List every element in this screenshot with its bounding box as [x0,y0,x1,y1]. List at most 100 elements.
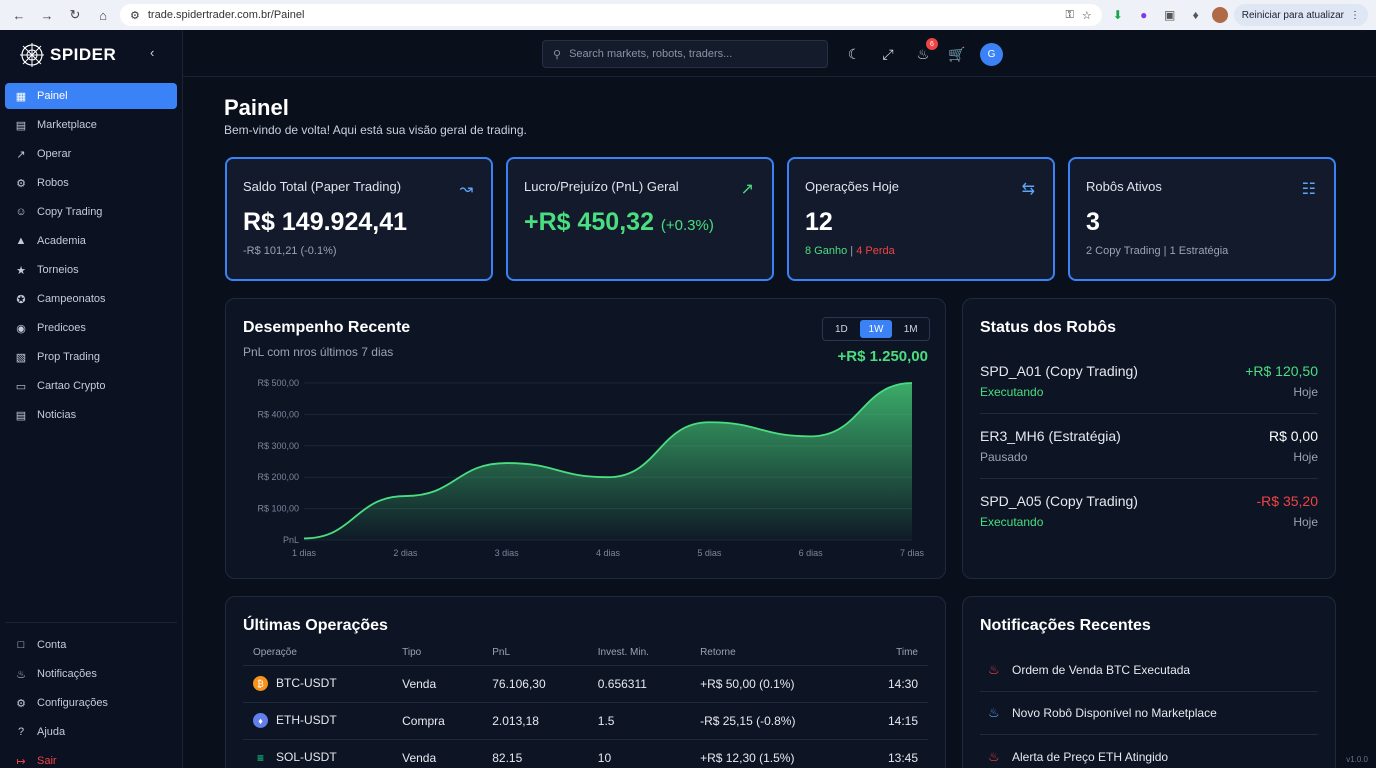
extension-icon[interactable]: ● [1140,8,1148,22]
trophy-icon: ★ [16,264,26,277]
table-row[interactable]: ₿ BTC-USDT Venda 76.106,30 0.656311 +R$ 5… [243,665,928,703]
sidebar-item-noticias[interactable]: ▤ Noticias [5,402,177,428]
robot-state: Executando [980,515,1044,529]
cart-icon[interactable]: 🛒 [948,45,966,62]
btc-icon: ₿ [253,676,268,692]
sidebar-item-label: Academia [37,235,86,247]
collapse-sidebar-icon[interactable]: ‹ [150,45,155,60]
pnl-area-chart: PnL R$ 100,00 R$ 200,00 R$ 300,00 R$ 400,00 R… [257,378,924,558]
robot-amount: R$ 0,00 [1268,428,1318,444]
y-tick-label: PnL [283,535,299,545]
download-icon[interactable]: ⬇ [1112,8,1123,22]
bookmark-star-icon[interactable]: ☆ [1081,9,1092,22]
col-retorno[interactable]: Retorne [690,641,856,666]
pair-cell: ♦ ETH-USDT [243,702,393,740]
sidebar-item-ajuda[interactable]: ? Ajuda [5,719,177,745]
puzzle-icon[interactable]: ♦ [1192,8,1199,22]
password-key-icon[interactable]: ⚿ [1065,8,1074,21]
profile-avatar[interactable] [1211,7,1228,23]
fullscreen-icon[interactable]: ⤢ [882,45,894,62]
search-box[interactable]: ⚲ [542,40,828,68]
pnl-data-point [911,382,914,385]
col-tipo[interactable]: Tipo [392,641,483,666]
pnl-cell: 82.15 [482,739,588,768]
browser-toolbar: ← → ↻ ⌂ ⚙ trade.spidertrader.com.br/Pain… [0,0,1376,30]
update-button[interactable]: Reiniciar para atualizar ⋮ [1233,4,1368,26]
robot-state: Executando [980,385,1044,399]
medal-icon: ✪ [16,293,26,306]
site-info-icon[interactable]: ⚙ [130,9,140,22]
return-cell: -R$ 25,15 (-0.8%) [690,702,856,740]
return-cell: +R$ 12,30 (1.5%) [690,739,856,768]
sidebar-item-marketplace[interactable]: ▤ Marketplace [5,112,177,138]
col-pnl[interactable]: PnL [482,641,588,666]
notification-item[interactable]: ♨ Ordem de Venda BTC Executada [980,649,1318,692]
reload-icon[interactable]: ↻ [69,7,81,22]
tab-1m[interactable]: 1M [903,323,918,335]
search-input[interactable] [569,48,810,60]
col-operacao[interactable]: Operaçõe [243,641,393,666]
sidebar-item-copy-trading[interactable]: ☺ Copy Trading [5,199,177,225]
sidebar-item-label: Robos [37,177,69,189]
separator: | [1163,245,1167,257]
dark-mode-icon[interactable]: ☾ [847,45,861,62]
tab-1w[interactable]: 1W [859,320,893,338]
table-header-row: Operaçõe Tipo PnL Invest. Min. Retorne T… [243,641,928,666]
notification-text: Alerta de Preço ETH Atingido [1012,749,1169,764]
robot-row[interactable]: SPD_A01 (Copy Trading) Executando +R$ 12… [980,363,1318,426]
divider [980,413,1318,414]
notifications-panel: Notificações Recentes ♨ Ordem de Venda B… [962,596,1336,768]
address-bar[interactable]: ⚙ trade.spidertrader.com.br/Painel ⚿ ☆ [120,4,1102,26]
sidebar-item-notificacoes[interactable]: ♨ Notificações [5,661,177,687]
notification-item[interactable]: ♨ Alerta de Preço ETH Atingido [980,735,1318,768]
sidebar-item-campeonatos[interactable]: ✪ Campeonatos [5,286,177,312]
sidebar-item-prop-trading[interactable]: ▧ Prop Trading [5,344,177,370]
robot-status-panel: Status dos Robôs SPD_A01 (Copy Trading) … [962,298,1336,579]
notification-item[interactable]: ♨ Novo Robô Disponível no Marketplace [980,692,1318,735]
sidebar-item-predicoes[interactable]: ◉ Predicoes [5,315,177,341]
sidebar-item-academia[interactable]: ▲ Academia [5,228,177,254]
type-cell: Venda [392,665,483,703]
sidebar-item-sair[interactable]: ↦ Sair [5,748,177,768]
robot-amount: -R$ 35,20 [1256,493,1318,509]
performance-title: Desempenho Recente [243,319,411,336]
sidebar-item-label: Configurações [37,697,108,709]
news-icon: ▤ [15,409,27,422]
sidebar-item-painel[interactable]: ▦ Painel [5,83,177,109]
home-icon[interactable]: ⌂ [99,7,107,23]
pair-label: ETH-USDT [276,712,337,727]
tab-1d[interactable]: 1D [834,323,848,335]
sidebar-item-robos[interactable]: ⚙ Robos [5,170,177,196]
table-row[interactable]: ♦ ETH-USDT Compra 2.013,18 1.5 -R$ 25,15 … [243,702,928,740]
url-text[interactable]: trade.spidertrader.com.br/Painel [147,9,305,21]
sidebar-item-label: Campeonatos [37,293,106,305]
help-icon: ? [17,726,25,738]
back-icon[interactable]: ← [12,7,26,23]
invest-cell: 10 [587,739,691,768]
camera-icon[interactable]: ▣ [1164,8,1176,22]
notification-bell-icon[interactable]: ♨ 6 [913,38,938,64]
sidebar-item-label: Torneios [37,264,79,276]
target-icon: ◉ [16,322,26,335]
sidebar-item-label: Sair [37,755,57,767]
spider-logo-icon [20,43,44,67]
page-title: Painel [224,95,289,120]
sidebar-item-configuracoes[interactable]: ⚙ Configurações [5,690,177,716]
table-row[interactable]: ≡ SOL-USDT Venda 82.15 10 +R$ 12,30 (1.5%… [243,739,928,768]
brand-logo[interactable]: SPIDER [18,42,116,68]
forward-icon[interactable]: → [40,7,54,23]
pnl-data-point [303,537,306,540]
robot-name: ER3_MH6 (Estratégia) [980,428,1121,444]
sidebar-item-cartao-crypto[interactable]: ▭ Cartao Crypto [5,373,177,399]
robot-row[interactable]: ER3_MH6 (Estratégia) Pausado R$ 0,00 Hoj… [980,428,1318,491]
robot-row[interactable]: SPD_A05 (Copy Trading) Executando -R$ 35… [980,493,1318,556]
avatar[interactable]: G [980,43,1003,66]
sidebar-item-label: Conta [37,639,67,651]
sidebar-item-operar[interactable]: ↗ Operar [5,141,177,167]
balance-card: Saldo Total (Paper Trading) ↝ R$ 149.924… [225,157,493,281]
sidebar-item-conta[interactable]: □ Conta [5,632,177,658]
col-invest[interactable]: Invest. Min. [587,641,691,666]
col-time[interactable]: Time [856,641,928,666]
time-cell: 14:15 [856,702,928,740]
sidebar-item-torneios[interactable]: ★ Torneios [5,257,177,283]
